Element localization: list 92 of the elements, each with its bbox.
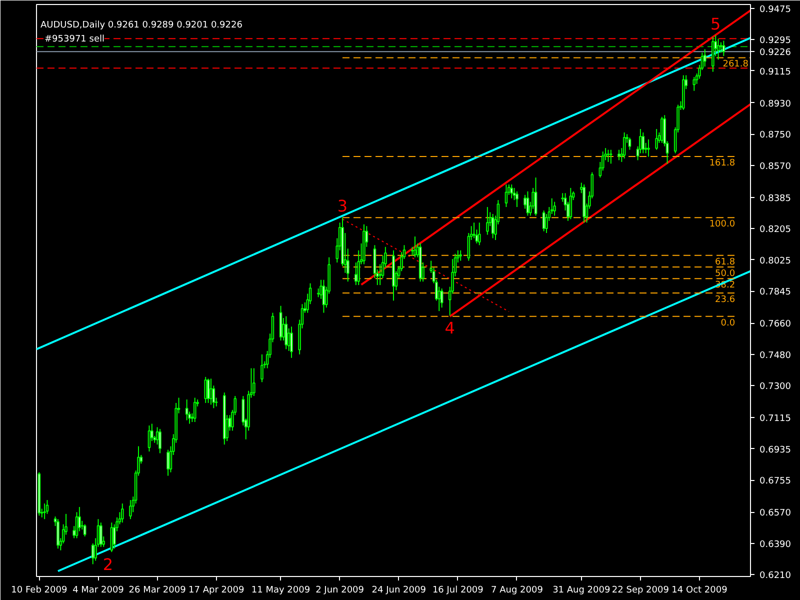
x-tick-label: 26 Mar 2009 [128,586,186,596]
candlestick [478,222,481,246]
candlestick [100,522,102,548]
candlestick [166,449,170,476]
x-tick-label: 24 Jun 2009 [372,586,426,596]
candlestick [542,210,546,232]
candlestick [628,137,632,150]
candlestick [206,378,210,404]
candlestick [534,177,538,216]
y-tick-label: 0.6570 [760,508,792,519]
y-tick-label: 0.9475 [760,4,791,15]
candlestick [722,40,726,56]
y-tick-label: 0.8205 [760,225,791,236]
series-label: 161.8 [709,158,736,169]
candlestick [322,279,326,314]
y-tick-label: 0.7660 [760,320,792,330]
candlestick [553,201,556,216]
candlestick [526,190,530,216]
annotation: 3 [337,196,348,216]
candlestick [110,522,114,553]
candlestick [129,500,132,520]
candlestick [703,48,706,68]
candlestick [647,138,650,158]
candlestick [660,116,664,144]
annotation: 2 [102,555,114,574]
candlestick [486,206,489,236]
candlestick [193,397,196,423]
x-tick-label: 11 May 2009 [251,586,310,596]
series-label: 61.8 [715,257,736,268]
candlestick [43,503,46,520]
y-tick-label: 0.6755 [760,476,791,487]
annotation: 4 [444,318,455,338]
candlestick [56,518,60,550]
x-tick-label: 2 Jun 2009 [316,586,364,596]
candlestick [692,76,696,92]
x-tick-label: 4 Mar 2009 [72,586,124,596]
y-tick-label: 0.8750 [760,130,792,141]
y-tick-label: 0.6935 [760,445,791,456]
candlestick [622,132,626,159]
x-tick-label: 10 Feb 2009 [11,586,68,596]
candlestick [459,250,462,262]
x-tick-label: 22 Sep 2009 [612,586,670,596]
series-label: 23.6 [715,295,736,306]
candlestick [491,213,494,239]
y-tick-label: 0.8930 [760,99,792,110]
candlestick [204,376,207,404]
candlestick [504,184,508,208]
candlestick [655,128,658,150]
candlestick [260,354,264,383]
candlestick [642,132,645,154]
x-tick-label: 31 Aug 2009 [552,586,610,596]
y-tick-label: 0.6390 [760,540,792,550]
candlestick [284,316,288,350]
x-tick-label: 16 Jul 2009 [432,586,484,596]
candlestick [440,288,444,308]
y-tick-label: 0.6210 [760,571,792,582]
candlestick [414,236,416,258]
y-tick-label: 0.7115 [760,414,791,424]
candlestick [610,149,612,164]
series-label: 100.0 [709,220,736,230]
candlestick [378,264,382,286]
candlestick [121,503,124,524]
series-label: 50.0 [715,269,736,280]
y-tick-label: 0.8570 [760,162,792,172]
x-tick-label: 17 Apr 2009 [188,586,244,596]
ref-line-label: 0.9226 [760,48,792,58]
candlestick [618,149,620,161]
candlestick [290,326,293,358]
y-tick-label: 0.9115 [760,67,791,78]
y-tick-label: 0.7300 [760,382,792,392]
ref-line-label: #953971 sell [44,34,104,45]
x-tick-label: 14 Oct 2009 [672,586,728,596]
candlestick [83,524,86,537]
series-label: 0.0 [720,318,736,328]
candlestick [716,38,720,60]
candlestick [510,184,513,199]
y-tick-label: 0.7480 [760,350,792,361]
candlestick [516,190,518,208]
candlestick [252,368,256,397]
y-tick-label: 0.8025 [760,256,791,266]
text: AUDUSD,Daily 0.9261 0.9289 0.9201 0.9226 [40,20,243,30]
y-tick-label: 0.9295 [760,36,791,46]
candlestick [210,378,212,406]
annotation: 5 [710,14,721,34]
x-tick-label: 7 Aug 2009 [491,586,544,596]
candlestick [148,424,151,452]
candlestick [158,428,162,454]
series-label: 261.8 [722,60,749,70]
candlestick [569,187,572,220]
y-tick-label: 0.7845 [760,288,791,298]
y-tick-label: 0.8385 [760,194,791,204]
candlestick [606,149,610,162]
